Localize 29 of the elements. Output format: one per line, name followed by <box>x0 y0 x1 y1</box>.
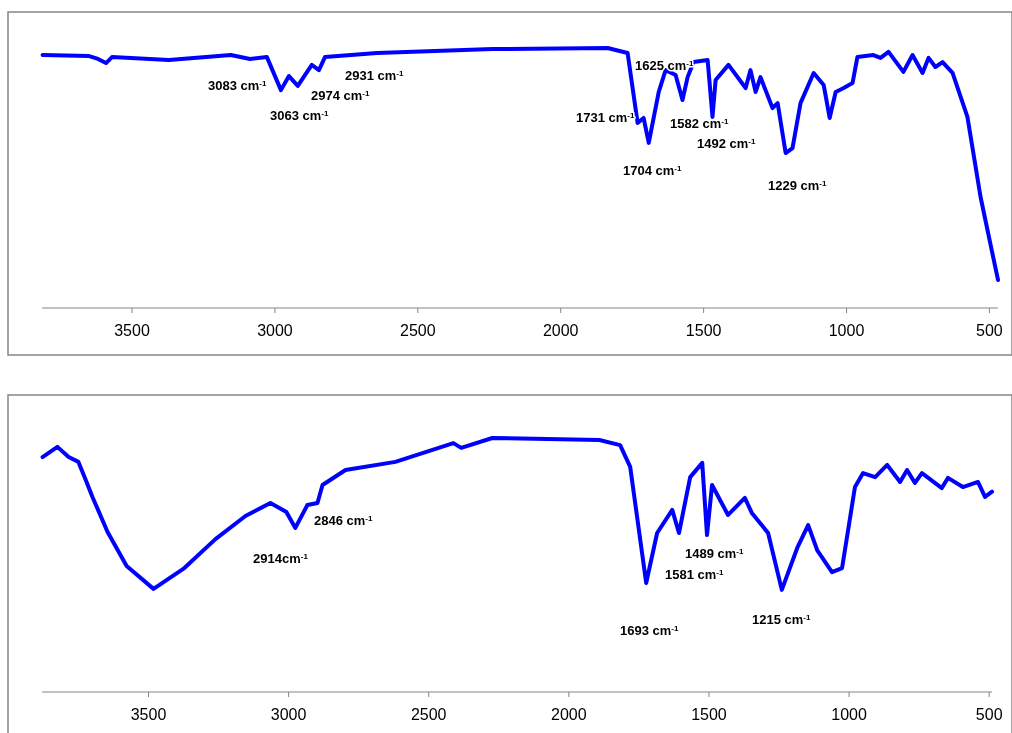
x-tick-label: 3500 <box>114 322 150 339</box>
x-tick-label: 2500 <box>410 706 447 723</box>
x-tick-label: 3000 <box>270 706 307 723</box>
annotation: 1704 cm$^{-1}$ <box>623 162 682 178</box>
x-tick-label: 1500 <box>685 322 722 339</box>
annotation: 2846 cm$^{-1}$ <box>314 512 373 528</box>
x-tick-label: 1000 <box>828 322 865 339</box>
x-tick-label: 2000 <box>551 706 587 723</box>
annotation: 2974 cm$^{-1}$ <box>311 87 370 103</box>
annotation: 3063 cm$^{-1}$ <box>270 107 329 123</box>
x-tick-label: 1000 <box>831 706 867 723</box>
x-tick-label: 3500 <box>130 706 167 723</box>
annotation: 1693 cm$^{-1}$ <box>620 622 679 638</box>
annotation: 1582 cm$^{-1}$ <box>670 115 729 131</box>
annotation: 1229 cm$^{-1}$ <box>768 177 827 193</box>
x-tick-label: 500 <box>976 322 1003 339</box>
x-tick-label: 3000 <box>257 322 293 339</box>
annotation: 2914cm$^{-1}$ <box>253 550 309 566</box>
annotation: 1581 cm$^{-1}$ <box>665 566 724 582</box>
x-tick-label: 2500 <box>400 322 436 339</box>
annotation: 3083 cm$^{-1}$ <box>208 77 267 93</box>
x-tick-label: 2000 <box>542 322 579 339</box>
x-tick-label: 1500 <box>691 706 727 723</box>
x-tick-label: 500 <box>975 706 1003 723</box>
annotation: 1492 cm$^{-1}$ <box>697 135 756 151</box>
annotation: 1731 cm$^{-1}$ <box>576 109 635 125</box>
annotation: 2931 cm$^{-1}$ <box>345 67 404 83</box>
annotation: 1215 cm$^{-1}$ <box>752 611 811 627</box>
annotation: 1489 cm$^{-1}$ <box>685 545 744 561</box>
